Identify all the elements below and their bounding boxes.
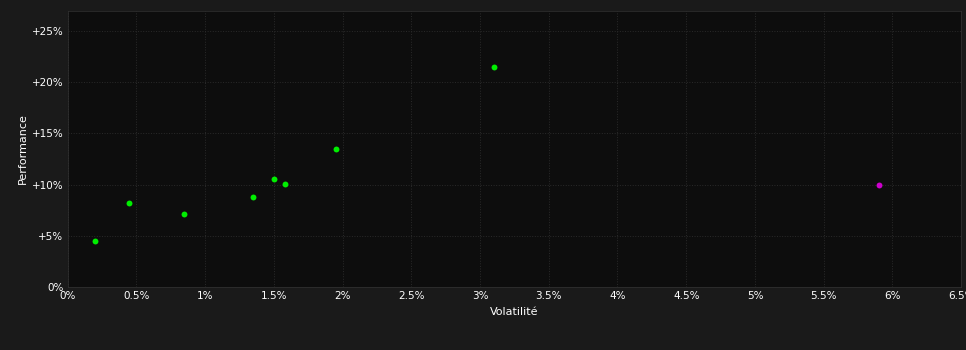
Point — [177, 211, 192, 217]
Point — [277, 181, 293, 186]
Y-axis label: Performance: Performance — [17, 113, 28, 184]
Point — [266, 177, 281, 182]
Point — [328, 146, 344, 152]
Point — [245, 194, 261, 200]
Point — [871, 182, 887, 187]
Point — [122, 200, 137, 206]
X-axis label: Volatilité: Volatilité — [490, 307, 539, 317]
Point — [486, 64, 501, 70]
Point — [87, 238, 102, 244]
